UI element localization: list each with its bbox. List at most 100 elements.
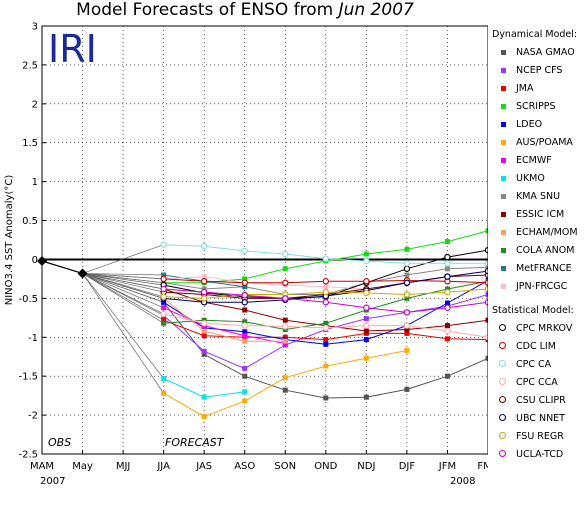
data-point [161, 317, 167, 323]
legend-item: CPC CCA [492, 374, 585, 392]
data-point [282, 295, 289, 302]
legend-marker-square [501, 50, 506, 55]
legend-marker-square [501, 266, 506, 271]
legend-item: MetFRANCE [492, 260, 585, 278]
data-point [444, 266, 450, 272]
y-tick-label: 2.5 [22, 60, 38, 71]
data-point [444, 373, 450, 379]
y-tick-label: -2.5 [18, 450, 38, 461]
data-point [322, 299, 330, 306]
data-point [201, 348, 207, 354]
data-point [323, 395, 329, 401]
legend-item: CPC MRKOV [492, 320, 585, 338]
data-point [242, 398, 248, 404]
forecast-connector [82, 273, 164, 286]
legend-marker-square [501, 86, 506, 91]
legend-label: SCRIPPS [516, 101, 556, 112]
observed-line [41, 260, 83, 275]
data-point [282, 266, 288, 272]
legend-item: FSU REGR [492, 428, 585, 446]
data-point [403, 322, 411, 329]
data-point [404, 348, 410, 354]
forecast-connector [82, 273, 164, 290]
data-point [363, 316, 369, 322]
data-point [282, 387, 288, 393]
data-point [404, 326, 410, 332]
grid-layer [42, 26, 488, 454]
data-point [160, 285, 167, 293]
data-point [403, 279, 411, 286]
legend-marker-circle [499, 414, 506, 421]
legend-item: CDC LIM [492, 338, 585, 356]
legend-label: NCEP CFS [516, 65, 563, 76]
forecast-connector [82, 273, 164, 303]
forecast-connector [82, 273, 164, 324]
series-aus-poama [82, 273, 410, 420]
legend-item: COLA ANOM [492, 242, 585, 260]
legend-marker-circle [499, 396, 506, 403]
x-tick-label: May [72, 461, 93, 472]
legend-item: CSU CLIPR [492, 392, 585, 410]
data-point [282, 279, 289, 286]
data-point [201, 394, 207, 400]
forecast-connector [82, 273, 164, 298]
y-tick-label: -1 [28, 333, 38, 344]
legend-label: LDEO [516, 119, 543, 130]
legend-marker-square [501, 68, 506, 73]
data-point [403, 309, 411, 316]
data-point [201, 414, 207, 420]
legend-marker-circle [499, 432, 506, 439]
legend-item: ECHAM/MOM [492, 224, 585, 242]
y-tick-label: 1 [32, 177, 38, 188]
data-point [363, 278, 370, 285]
legend-item: ECMWF [492, 152, 585, 170]
data-point [444, 260, 451, 267]
data-point [322, 324, 330, 332]
data-point [323, 320, 329, 326]
year-end-label: 2008 [450, 476, 475, 487]
data-point [242, 329, 248, 335]
legend-label: UKMO [516, 173, 545, 184]
legend-item: ESSIC ICM [492, 206, 585, 224]
data-point [404, 295, 410, 301]
series-ukmo [82, 273, 248, 400]
legend-marker-circle [499, 342, 506, 349]
data-point [241, 299, 248, 306]
data-point [160, 275, 167, 283]
legend-item: JMA [492, 80, 585, 98]
data-point [322, 278, 330, 285]
data-point [444, 336, 450, 342]
y-tick-label: -0.5 [18, 294, 38, 305]
x-tick-label: JFM [438, 461, 456, 472]
legend-marker-square [501, 230, 506, 235]
y-tick-label: 1.5 [22, 138, 38, 149]
data-point [161, 299, 167, 305]
data-point [485, 291, 488, 297]
legend-label: COLA ANOM [516, 245, 575, 256]
data-point [363, 251, 369, 257]
data-point [363, 328, 369, 334]
forecast-connector [82, 273, 164, 315]
data-point [161, 305, 167, 311]
legend-label: JMA [516, 83, 534, 94]
series-line [163, 307, 286, 344]
data-point [485, 355, 488, 361]
data-point [242, 338, 248, 344]
data-point [161, 272, 167, 278]
legend-marker-square [501, 158, 506, 163]
data-point [201, 333, 207, 339]
data-point [444, 288, 451, 296]
legend-item: UBC NNET [492, 410, 585, 428]
data-point [404, 246, 410, 252]
data-point [323, 337, 329, 343]
data-point [201, 274, 207, 280]
data-point [160, 310, 167, 318]
data-point [444, 304, 451, 311]
axis-layer: MAM May MJJ JJA JAS ASO SON OND NDJ DJF JFM FMA 3 2.5… [18, 22, 488, 472]
legend-marker-circle [499, 324, 506, 331]
title-prefix: Model Forecasts of ENSO from [76, 0, 339, 20]
observed-layer [37, 256, 88, 279]
legend-marker-square [501, 284, 506, 289]
forecast-connector [82, 273, 164, 284]
legend-label: NASA GMAO [516, 47, 575, 58]
